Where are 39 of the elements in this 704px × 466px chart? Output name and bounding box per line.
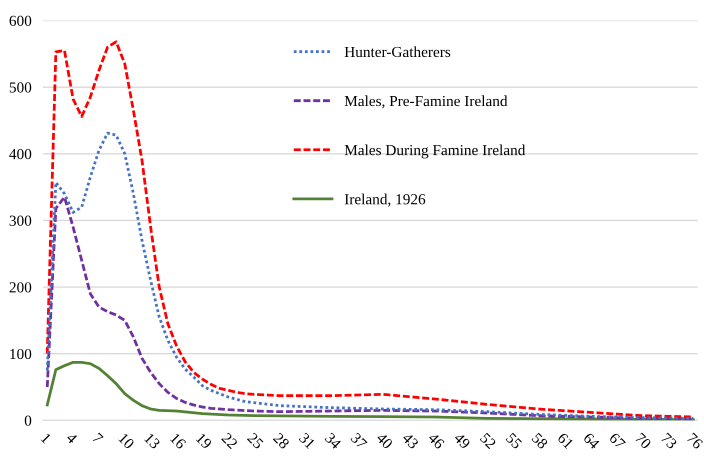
legend-label: Males During Famine Ireland [344,144,526,158]
x-tick-label: 37 [350,432,368,450]
x-tick-label: 76 [686,432,704,450]
x-tick-label: 67 [608,432,626,450]
x-tick-label: 43 [402,432,420,450]
x-tick-label: 7 [92,432,104,444]
y-tick-label: 600 [10,16,32,26]
line-series [46,132,695,420]
x-tick-label: 40 [376,432,394,450]
x-tick-label: 22 [221,432,238,450]
x-tick-label: 58 [531,432,548,450]
x-tick-label: 19 [196,432,212,450]
y-tick-label: 200 [10,282,32,293]
x-tick-label: 70 [634,432,652,450]
line-series [46,360,695,420]
x-tick-label: 34 [324,432,342,450]
x-tick-label: 25 [246,432,264,450]
y-tick-label: 400 [9,148,32,160]
x-tick-label: 73 [660,432,678,450]
x-tick-label: 61 [556,432,574,450]
x-tick-label: 55 [505,432,522,450]
x-tick-label: 52 [480,432,496,450]
x-tick-label: 10 [118,432,135,450]
legend-label: Hunter-Gatherers [344,46,450,58]
y-tick-label: 500 [10,82,32,93]
x-tick-label: 64 [582,432,600,450]
legend-label: Ireland, 1926 [344,194,426,207]
x-tick-label: 13 [144,432,161,450]
x-tick-label: 4 [66,432,78,444]
x-tick-label: 46 [428,432,446,450]
y-tick-label: 300 [10,216,32,226]
x-tick-label: 49 [453,432,471,450]
x-tick-label: 16 [170,432,187,450]
x-tick-label: 31 [298,432,316,450]
y-tick-label: 100 [10,348,32,360]
x-tick-label: 28 [272,432,290,450]
x-tick-label: 1 [40,432,52,444]
y-tick-label: 0 [24,415,32,426]
legend-label: Males, Pre-Famine Ireland [344,95,508,108]
